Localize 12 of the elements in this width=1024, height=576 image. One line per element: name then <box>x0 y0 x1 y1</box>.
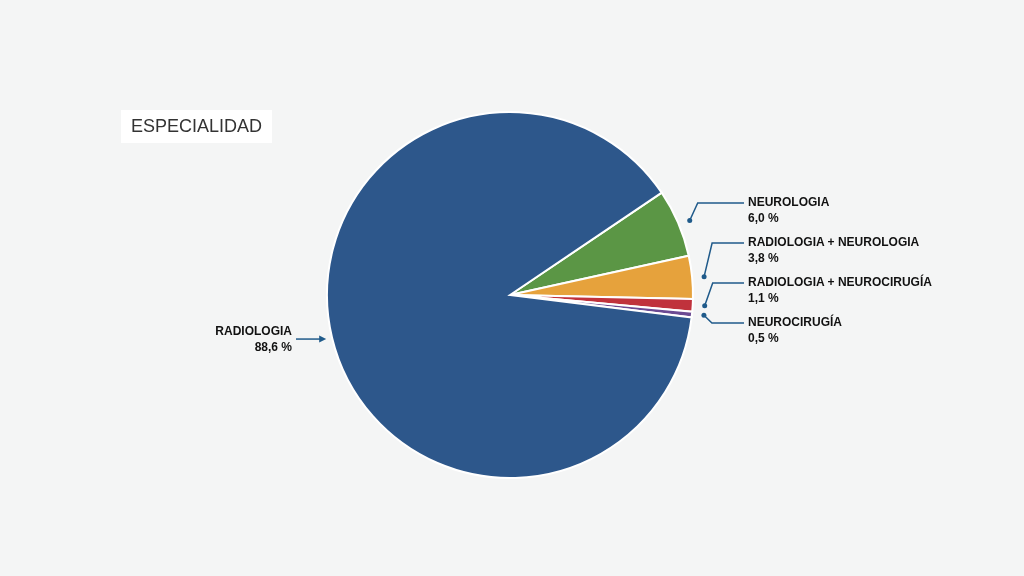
slice-label: RADIOLOGIA + NEUROCIRUGÍA <box>748 274 933 289</box>
slice-label: NEUROCIRUGÍA <box>748 314 843 329</box>
chart-title: ESPECIALIDAD <box>121 110 273 143</box>
legend-label: RADIOLOGIA <box>215 324 293 339</box>
data-label: 88,6 % <box>254 340 293 355</box>
data-label: 3,8 % <box>748 251 780 265</box>
data-label: 1,1 % <box>748 291 780 305</box>
data-label: 0,5 % <box>748 331 780 345</box>
data-label: 6,0 % <box>748 211 780 225</box>
pie-slice <box>326 111 693 479</box>
slice-label: RADIOLOGIA + NEUROLOGIA <box>748 235 920 249</box>
slice-label: NEUROLOGIA <box>748 195 830 209</box>
